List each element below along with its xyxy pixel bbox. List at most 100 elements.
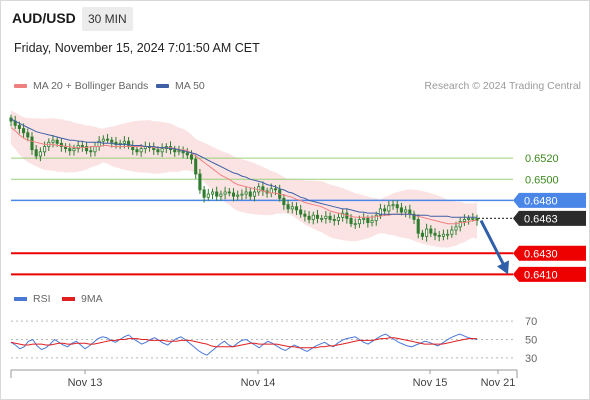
candle-body [30,136,34,151]
rsi-tick-50: 50 [525,335,537,347]
price-label-0.6500: 0.6500 [525,174,559,186]
timeframe-badge[interactable]: 30 MIN [82,7,133,31]
candle-body [357,219,361,225]
candle-body [420,232,424,237]
price-tags: 0.6520 0.6500 0.6480 0.6463 0.6430 0.6410 [513,153,586,282]
time-label-nov-21: Nov 21 [481,377,516,389]
candle-body [450,229,454,235]
candle-body [408,209,412,215]
legend-rsi-ma: 9MA [62,293,103,305]
candle-body [72,148,76,152]
candle-body [294,206,299,211]
candle-body [139,148,143,153]
candle-body [89,150,93,153]
time-axis: Nov 13 Nov 14 Nov 15 Nov 21 [10,369,518,389]
price-tag-text-0.6430: 0.6430 [524,248,558,260]
candle-body [26,132,30,138]
moving-averages [10,118,477,225]
candle-body [189,154,194,160]
candle-body [362,217,366,220]
candle-body [303,213,307,217]
candle-body [462,219,466,222]
candle-body [425,228,429,237]
candle-body [383,208,387,212]
candle-body [332,219,336,221]
legend-rsi-label: RSI [33,293,51,305]
legend-ma20: MA 20 + Bollinger Bands [14,80,148,92]
price-tag-0.6463 [513,210,586,226]
ma50-line [10,118,477,218]
candle-body [320,217,324,220]
instrument-symbol: AUD/USD [12,10,76,26]
candle-body [106,138,110,141]
candle-body [387,205,391,212]
price-levels [11,157,513,276]
candle-body [127,140,131,146]
candle-body [194,158,198,175]
candles [9,114,479,242]
price-tag-0.6410 [513,266,586,282]
candle-body [336,216,341,221]
candle-body [399,207,403,213]
candle-body [349,217,353,225]
candle-body [437,234,441,237]
candle-body [395,204,399,209]
rsi-swatch [14,297,27,301]
candle-body [185,152,189,156]
legend-rsi-ma-label: 9MA [81,293,103,305]
candle-body [55,139,59,144]
candle-body [244,191,248,195]
candle-body [110,139,114,143]
candle-body [471,217,475,220]
timestamp: Friday, November 15, 2024 7:01:50 AM CET [14,41,260,55]
candle-body [429,228,433,234]
candle-body [324,215,328,219]
projection-shaft [479,219,507,269]
candle-body [282,197,286,206]
candle-body [206,193,210,198]
candle-body [307,215,311,220]
candle-body [122,140,126,144]
candle-body [366,217,370,224]
candle-body [252,191,257,197]
candle-body [93,146,97,153]
price-tag-0.6480 [513,192,586,208]
candle-body [433,232,437,236]
candle-body [85,146,89,152]
candle-body [236,194,240,197]
price-tag-text-0.6410: 0.6410 [524,269,558,281]
candle-body [215,191,219,197]
candle-body [454,226,458,231]
candle-body [227,191,231,194]
candle-body [156,149,160,153]
candle-body [286,204,290,210]
candle-body [34,149,38,157]
candle-body [458,221,462,228]
legend-ma20-label: MA 20 + Bollinger Bands [33,80,149,92]
legend-ma50-label: MA 50 [175,80,205,92]
candle-body [290,206,294,210]
candle-body [299,209,303,215]
candle-body [135,149,139,153]
candle-body [441,233,445,237]
candle-body [68,148,72,152]
candle-body [59,142,63,147]
rsi-ma-swatch [62,297,75,301]
projection-arrow [479,219,509,275]
candle-body [17,124,21,129]
time-label-nov-13: Nov 13 [68,377,103,389]
candle-body [22,128,26,134]
candle-body [198,173,202,191]
candle-body [240,193,244,196]
candle-body [416,219,420,234]
candle-body [467,217,471,220]
candle-body [51,139,55,143]
candle-body [173,149,177,153]
candle-body [76,145,80,150]
ma50-swatch [156,84,169,88]
candle-body [353,223,357,226]
candle-body [370,220,374,224]
price-tag-0.6430 [513,245,586,261]
candle-body [374,214,378,221]
